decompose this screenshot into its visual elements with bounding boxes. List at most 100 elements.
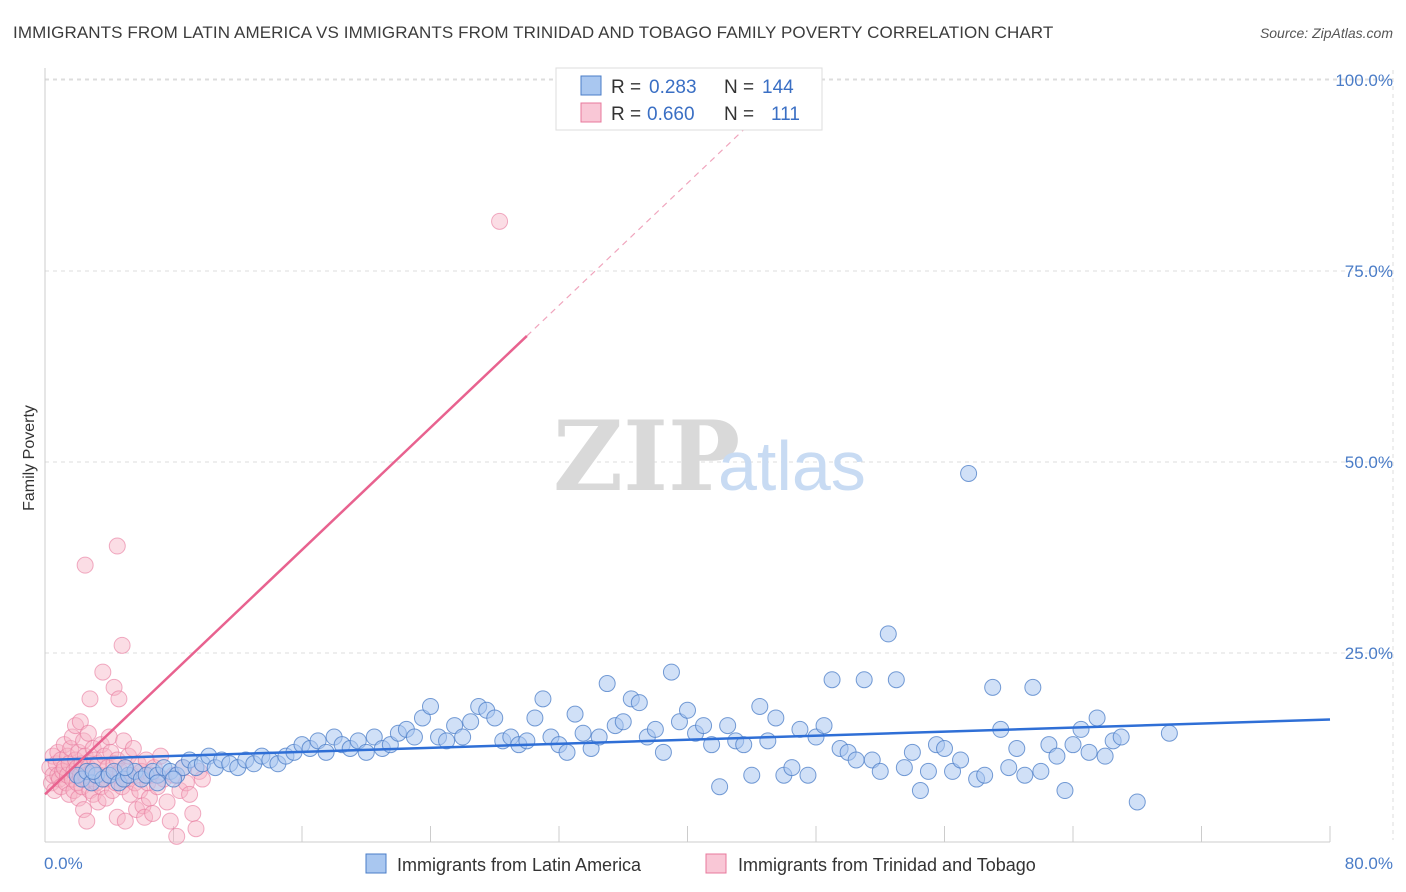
- legend-box: R = 0.283 N = 144 R = 0.660 N = 111: [555, 67, 823, 131]
- data-point-latin-america: [759, 732, 777, 750]
- data-point-latin-america: [719, 717, 737, 735]
- trend-line-trinidad: [44, 335, 528, 796]
- legend-n-label-1: N =: [724, 77, 754, 98]
- data-point-latin-america: [952, 751, 970, 769]
- data-point-trinidad: [63, 728, 81, 746]
- data-point-trinidad: [116, 812, 134, 830]
- data-point-trinidad: [108, 808, 126, 826]
- data-point-latin-america: [558, 743, 576, 761]
- legend-swatch-pink: [580, 102, 602, 123]
- data-point-latin-america: [646, 720, 664, 738]
- data-point-latin-america: [590, 728, 608, 746]
- data-point-latin-america: [936, 740, 953, 757]
- data-point-latin-america: [1000, 759, 1018, 777]
- data-point-latin-america: [679, 701, 696, 719]
- data-point-latin-america: [879, 625, 897, 643]
- legend-n-label-2: N =: [724, 104, 754, 125]
- data-point-latin-america: [84, 762, 102, 780]
- trend-lines: [44, 106, 1331, 796]
- data-point-latin-america: [1064, 736, 1082, 754]
- data-point-latin-america: [630, 694, 648, 712]
- data-point-latin-america: [614, 713, 632, 731]
- data-point-trinidad: [168, 827, 186, 845]
- source-label: Source: ZipAtlas.com: [1259, 25, 1393, 41]
- data-point-latin-america: [871, 762, 889, 780]
- data-point-latin-america: [703, 736, 721, 754]
- data-point-latin-america: [1072, 720, 1090, 738]
- data-point-trinidad: [110, 690, 128, 708]
- data-point-latin-america: [654, 743, 672, 761]
- data-point-latin-america: [903, 743, 921, 761]
- data-point-latin-america: [767, 709, 785, 727]
- data-point-latin-america: [919, 762, 937, 780]
- legend-r-value-1: 0.283: [649, 77, 697, 98]
- bottom-legend-swatch-blue: [365, 853, 387, 874]
- data-point-trinidad: [75, 801, 93, 819]
- data-point-latin-america: [783, 759, 801, 777]
- data-point-trinidad: [81, 690, 99, 708]
- data-point-latin-america: [984, 678, 1002, 696]
- data-point-latin-america: [438, 732, 456, 750]
- series-latin-america-points: [68, 464, 1178, 811]
- chart-title: IMMIGRANTS FROM LATIN AMERICA VS IMMIGRA…: [13, 23, 1054, 42]
- axes: [44, 68, 1331, 843]
- data-point-latin-america: [148, 774, 166, 792]
- data-point-latin-america: [847, 751, 865, 769]
- data-point-trinidad: [136, 808, 154, 826]
- legend-r-value-2: 0.660: [647, 104, 695, 125]
- data-point-latin-america: [662, 663, 680, 681]
- data-point-trinidad: [76, 556, 94, 574]
- data-point-trinidad: [78, 812, 96, 830]
- bottom-legend-label-1: Immigrants from Latin America: [397, 855, 642, 875]
- data-point-trinidad: [144, 804, 162, 822]
- y-tick-label: 25.0%: [1345, 644, 1393, 663]
- legend-swatch-blue: [580, 75, 602, 96]
- data-point-trinidad: [108, 537, 126, 555]
- data-point-trinidad: [124, 740, 142, 757]
- bottom-legend: Immigrants from Latin America Immigrants…: [365, 853, 1036, 875]
- watermark: ZIP atlas: [553, 400, 866, 513]
- data-point-latin-america: [1096, 747, 1114, 765]
- data-point-latin-america: [1048, 747, 1066, 765]
- legend-r-label-1: R =: [611, 77, 641, 98]
- data-point-trinidad: [100, 728, 118, 746]
- watermark-atlas: atlas: [718, 427, 866, 505]
- legend-n-value-2: 111: [771, 104, 800, 125]
- data-point-latin-america: [1080, 743, 1098, 761]
- data-point-latin-america: [357, 743, 375, 761]
- data-point-trinidad: [121, 785, 139, 803]
- series-trinidad-points: [41, 212, 509, 845]
- data-point-latin-america: [799, 766, 817, 784]
- data-point-trinidad: [79, 724, 97, 742]
- data-point-latin-america: [462, 713, 480, 731]
- data-point-latin-america: [815, 717, 833, 735]
- data-point-trinidad: [113, 636, 131, 654]
- data-point-latin-america: [454, 728, 472, 746]
- data-point-trinidad: [184, 804, 202, 822]
- data-point-latin-america: [574, 724, 592, 742]
- y-tick-label: 50.0%: [1345, 453, 1393, 472]
- data-point-latin-america: [422, 697, 439, 715]
- data-point-latin-america: [116, 759, 134, 777]
- data-point-latin-america: [751, 697, 769, 715]
- data-point-trinidad: [491, 212, 509, 230]
- data-point-latin-america: [1088, 709, 1106, 727]
- legend-r-label-2: R =: [611, 104, 641, 125]
- x-tick-min: 0.0%: [44, 854, 83, 873]
- data-point-latin-america: [743, 766, 761, 784]
- data-point-latin-america: [711, 778, 729, 796]
- data-point-latin-america: [566, 705, 584, 723]
- data-point-trinidad: [181, 785, 199, 803]
- legend-n-value-1: 144: [762, 77, 794, 98]
- data-point-latin-america: [1016, 766, 1034, 784]
- data-point-latin-america: [976, 766, 994, 784]
- data-point-latin-america: [598, 675, 616, 693]
- data-point-trinidad: [187, 820, 205, 838]
- data-point-latin-america: [1056, 782, 1074, 800]
- data-point-latin-america: [1128, 793, 1146, 811]
- data-point-latin-america: [960, 464, 978, 482]
- data-point-latin-america: [887, 671, 905, 689]
- data-point-latin-america: [165, 770, 182, 788]
- y-tick-label: 100.0%: [1335, 71, 1393, 90]
- data-point-trinidad: [94, 663, 112, 681]
